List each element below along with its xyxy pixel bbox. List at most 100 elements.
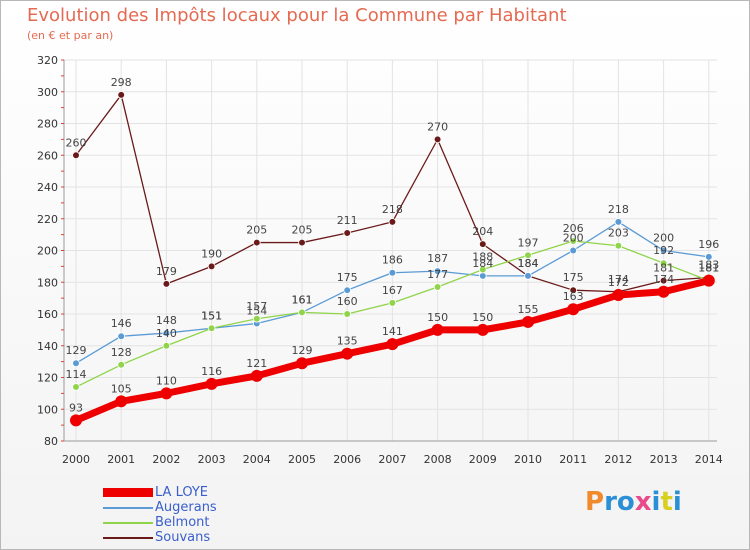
data-point-belmont <box>343 310 352 318</box>
x-tick-label: 2001 <box>107 453 135 466</box>
data-label-belmont: 140 <box>156 327 177 340</box>
data-label-augerans: 218 <box>608 203 629 216</box>
y-tick-label: 260 <box>37 149 58 162</box>
legend: LA LOYE Augerans Belmont Souvans <box>103 485 303 545</box>
data-point-belmont <box>478 265 487 274</box>
data-point-augerans <box>614 218 623 226</box>
x-tick-label: 2005 <box>288 453 316 466</box>
data-label-la-loye: 174 <box>653 273 674 286</box>
logo-letter: P <box>585 487 605 517</box>
legend-swatch-souvans <box>103 537 153 539</box>
data-label-souvans: 298 <box>111 76 132 89</box>
data-point-belmont <box>388 299 397 307</box>
data-label-augerans: 151 <box>201 309 222 322</box>
y-tick-label: 280 <box>37 118 58 131</box>
data-point-souvans <box>659 276 668 285</box>
y-tick-label: 200 <box>37 245 58 258</box>
data-point-augerans <box>388 268 397 277</box>
data-label-souvans: 175 <box>563 271 584 284</box>
data-label-souvans: 184 <box>518 257 539 270</box>
data-label-la-loye: 135 <box>337 335 358 348</box>
data-point-la-loye <box>476 323 489 336</box>
x-tick-label: 2003 <box>198 453 226 466</box>
data-label-augerans: 186 <box>382 254 403 267</box>
data-point-la-loye <box>567 303 580 316</box>
data-point-augerans <box>569 246 577 255</box>
data-label-belmont: 114 <box>66 368 87 381</box>
proxiti-logo: Proxiti <box>585 487 682 517</box>
y-tick-label: 120 <box>37 372 58 385</box>
data-label-belmont: 177 <box>427 268 448 281</box>
data-label-belmont: 161 <box>292 293 313 306</box>
data-label-augerans: 146 <box>111 317 132 330</box>
data-label-la-loye: 150 <box>427 311 448 324</box>
data-label-la-loye: 116 <box>201 365 222 378</box>
data-label-belmont: 167 <box>382 284 403 297</box>
data-label-la-loye: 110 <box>156 374 177 387</box>
y-tick-label: 320 <box>37 54 58 67</box>
data-label-souvans: 260 <box>66 136 87 149</box>
chart-subtitle: (en € et par an) <box>27 29 114 42</box>
data-point-belmont <box>117 360 125 369</box>
data-point-souvans <box>478 240 487 248</box>
data-label-souvans: 205 <box>292 224 313 237</box>
y-tick-label: 240 <box>37 181 58 194</box>
data-point-la-loye <box>296 357 308 370</box>
data-point-souvans <box>433 135 442 144</box>
data-point-belmont <box>659 259 668 268</box>
legend-swatch-augerans <box>103 507 153 509</box>
data-point-la-loye <box>70 414 82 427</box>
logo-letter: x <box>634 487 652 517</box>
x-tick-label: 2011 <box>559 453 587 466</box>
y-tick-label: 100 <box>37 403 58 416</box>
data-label-la-loye: 129 <box>292 344 313 357</box>
x-tick-label: 2010 <box>514 453 542 466</box>
x-tick-label: 2008 <box>424 453 452 466</box>
data-point-augerans <box>162 329 171 337</box>
legend-item-souvans: Souvans <box>103 530 303 545</box>
data-label-augerans: 184 <box>472 257 493 270</box>
data-label-augerans: 187 <box>427 252 448 265</box>
data-point-augerans <box>117 332 125 341</box>
x-tick-label: 2006 <box>333 453 361 466</box>
line-chart: 80 100 120 140 160 180 200 220 240 260 280 300 320 20… <box>37 54 723 466</box>
legend-swatch-la-loye <box>103 488 153 497</box>
data-label-la-loye: 141 <box>382 325 403 338</box>
data-point-belmont <box>207 324 216 333</box>
x-tick-label: 2009 <box>469 453 497 466</box>
logo-letter: t <box>660 487 673 517</box>
data-label-la-loye: 163 <box>563 290 584 303</box>
data-label-augerans: 148 <box>156 314 177 327</box>
data-label-la-loye: 181 <box>698 262 719 275</box>
data-point-la-loye <box>612 288 625 301</box>
data-label-augerans: 184 <box>518 257 539 270</box>
data-label-belmont: 128 <box>111 346 132 359</box>
data-label-la-loye: 105 <box>111 382 132 395</box>
y-tick-label: 220 <box>37 213 58 226</box>
legend-label-belmont: Belmont <box>155 515 210 530</box>
data-point-augerans <box>524 272 532 280</box>
data-point-souvans <box>569 286 577 294</box>
logo-letter: i <box>651 487 661 517</box>
data-point-la-loye <box>250 369 263 382</box>
data-point-belmont <box>253 314 261 323</box>
y-tick-label: 300 <box>37 86 58 99</box>
data-label-souvans: 183 <box>698 258 719 271</box>
data-point-belmont <box>298 308 306 317</box>
data-point-augerans <box>72 359 80 368</box>
y-tick-label: 140 <box>37 340 58 353</box>
data-label-augerans: 200 <box>563 232 584 245</box>
data-point-la-loye <box>657 285 670 298</box>
data-label-la-loye: 150 <box>472 311 493 324</box>
data-point-belmont <box>524 251 532 260</box>
data-point-augerans <box>343 286 352 294</box>
logo-letter: o <box>616 487 635 517</box>
data-point-belmont <box>433 283 442 291</box>
data-label-souvans: 270 <box>427 120 448 133</box>
legend-item-augerans: Augerans <box>103 500 303 515</box>
x-tick-label: 2014 <box>695 453 723 466</box>
chart-title: Evolution des Impôts locaux pour la Comm… <box>27 5 567 26</box>
data-label-souvans: 190 <box>201 247 222 260</box>
data-label-belmont: 192 <box>653 244 674 257</box>
